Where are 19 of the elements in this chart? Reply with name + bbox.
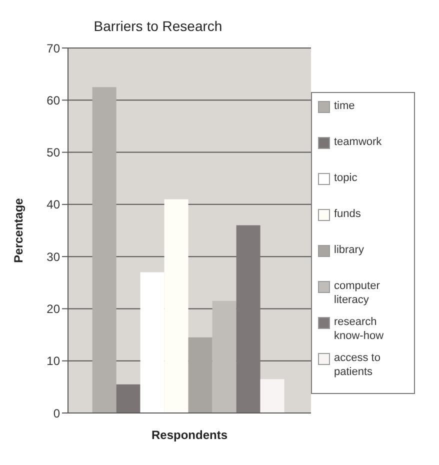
y-axis-title: Percentage [11, 198, 26, 263]
y-tick-label: 50 [46, 146, 60, 160]
legend-label: access to patients [334, 351, 382, 379]
legend-label: library [334, 243, 364, 257]
y-tick-label: 40 [46, 198, 60, 212]
legend-label: teamwork [334, 135, 382, 149]
legend-label: research know-how [334, 315, 385, 343]
legend-label: topic [334, 171, 358, 185]
y-tick-label: 60 [46, 93, 60, 108]
legend-label: funds [334, 207, 361, 221]
legend-label: computer literacy [334, 279, 381, 307]
y-tick-label: 70 [46, 41, 60, 56]
chart-title: Barriers to Research [92, 17, 224, 36]
x-axis-title: Respondents [151, 428, 228, 442]
legend-label: time [334, 99, 355, 113]
y-tick-label: 10 [46, 354, 60, 368]
y-tick-label: 0 [53, 406, 60, 420]
y-tick-label: 20 [46, 302, 60, 316]
y-tick-label: 30 [46, 250, 60, 264]
